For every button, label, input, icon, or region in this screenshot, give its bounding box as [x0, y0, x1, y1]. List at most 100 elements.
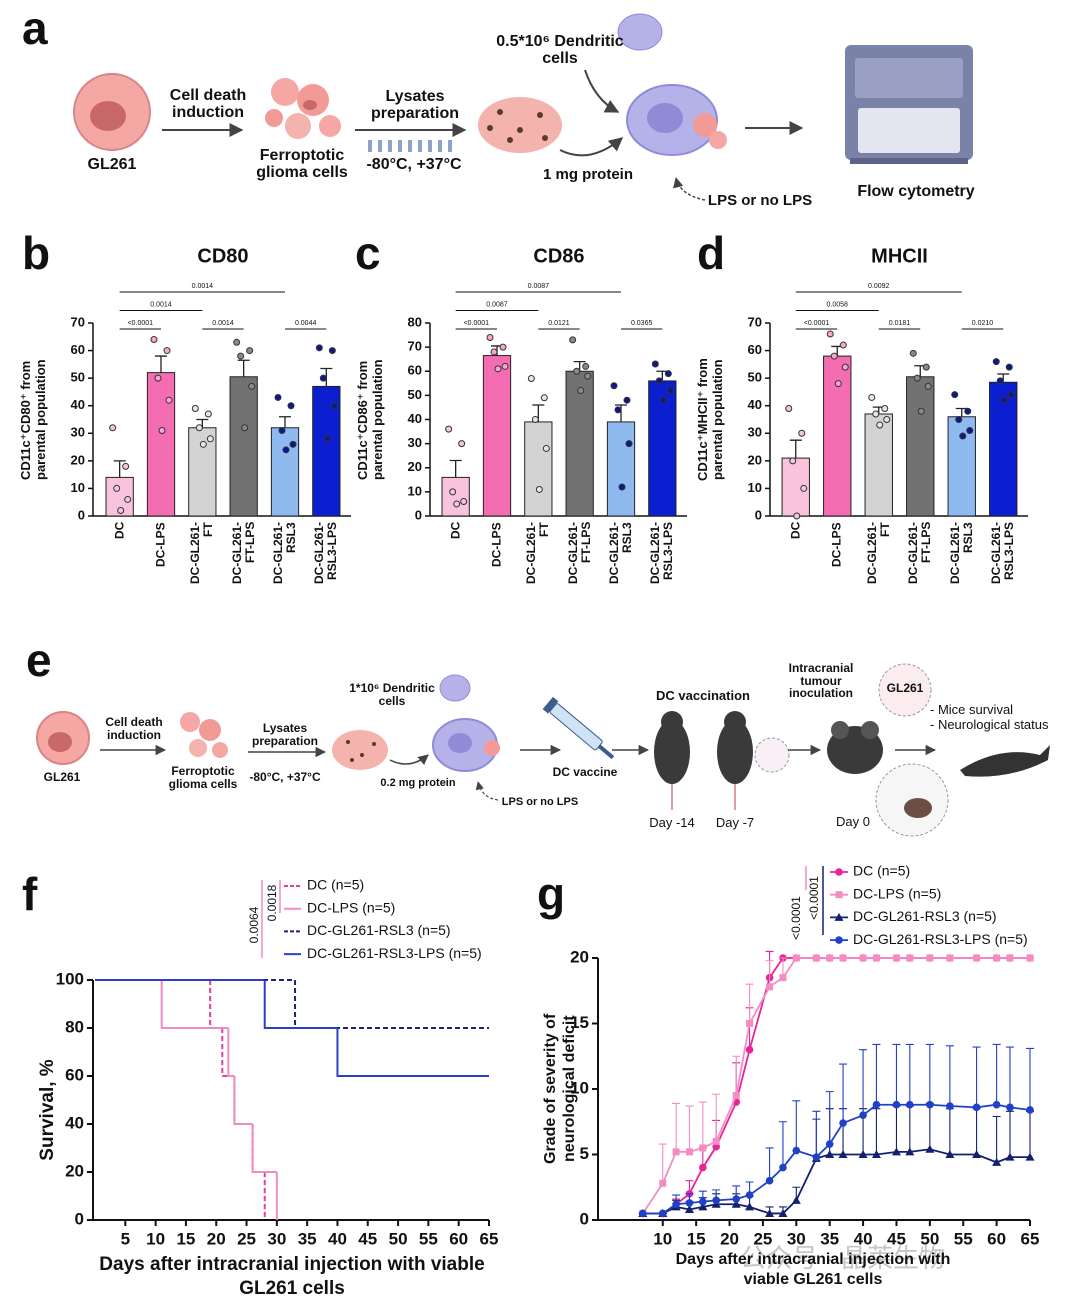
- legend-label: DC-GL261-RSL3 (n=5): [307, 922, 451, 938]
- data-point: [659, 396, 667, 404]
- x-tick-label: DC-GL261-FT-LPS: [565, 522, 593, 585]
- x-tick-label: DC: [788, 522, 803, 540]
- legend-label: DC-GL261-RSL3-LPS (n=5): [307, 945, 482, 961]
- data-marker: [858, 1150, 868, 1158]
- x-tick-label: 10: [653, 1229, 672, 1248]
- data-point: [666, 387, 674, 395]
- bar: [229, 376, 258, 517]
- y-tick-label: 10: [748, 480, 762, 495]
- y-tick-label: 0: [75, 1209, 84, 1228]
- error-bar: [1005, 1110, 1014, 1158]
- schematic-label: Lysates preparation: [251, 721, 318, 748]
- data-marker: [905, 1147, 915, 1156]
- data-marker: [659, 1179, 667, 1187]
- series-line: [641, 957, 1030, 1214]
- data-marker: [685, 1199, 694, 1207]
- data-point: [535, 485, 543, 493]
- legend-label: DC (n=5): [307, 877, 364, 893]
- error-bar: [792, 1100, 801, 1151]
- x-tick-label: DC-GL261-RSL3-LPS: [989, 522, 1017, 585]
- data-point: [248, 382, 256, 390]
- schematic-label: GL261: [886, 681, 924, 695]
- error-bar: [778, 1121, 787, 1168]
- schematic-label: Flow cytometry: [857, 183, 975, 200]
- x-tick-label: 55: [954, 1229, 973, 1248]
- y-tick-label: 30: [748, 425, 762, 440]
- data-marker: [712, 1137, 720, 1145]
- y-tick-label: 70: [748, 314, 762, 329]
- chart-title: MHCII: [871, 245, 928, 267]
- data-marker: [839, 954, 847, 962]
- error-bar: [658, 1143, 667, 1184]
- error-bar: [839, 1063, 848, 1124]
- p-value: 0.0014: [192, 283, 214, 290]
- data-marker: [765, 1208, 775, 1217]
- data-marker: [731, 1199, 741, 1208]
- data-point: [122, 462, 130, 470]
- data-marker: [791, 1195, 801, 1204]
- y-tick-label: 60: [71, 342, 85, 357]
- error-bar: [859, 1049, 868, 1116]
- y-axis-label: CD11c⁺MHCII⁺ from parental population: [695, 358, 725, 481]
- bar: [524, 421, 553, 517]
- data-marker: [1006, 1103, 1014, 1112]
- data-marker: [892, 954, 900, 962]
- error-bar: [992, 1115, 1001, 1163]
- error-bar: [698, 1101, 707, 1148]
- data-marker: [834, 912, 844, 921]
- schematic-label: Intracranial tumour inoculation: [788, 661, 854, 701]
- data-point: [883, 416, 891, 423]
- data-marker: [1025, 1152, 1035, 1161]
- data-point: [154, 374, 162, 382]
- data-point: [830, 352, 838, 360]
- x-tick-label: 35: [820, 1229, 839, 1248]
- data-marker: [658, 1209, 667, 1218]
- x-tick-label: DC-GL261-FT-LPS: [906, 522, 934, 585]
- data-point: [233, 338, 241, 346]
- x-tick-label: DC: [448, 522, 463, 540]
- bar: [441, 476, 470, 517]
- data-point: [278, 427, 286, 435]
- data-point: [655, 377, 663, 385]
- data-point: [163, 347, 171, 355]
- bar: [565, 370, 594, 517]
- data-point: [614, 406, 622, 414]
- data-point: [499, 343, 507, 351]
- p-value: 0.0014: [150, 301, 172, 308]
- data-point: [158, 427, 166, 435]
- data-marker: [732, 1092, 740, 1100]
- data-point: [651, 360, 659, 368]
- data-point: [494, 365, 502, 373]
- error-bar: [279, 416, 291, 428]
- data-point: [789, 457, 797, 465]
- p-value: 0.0121: [548, 320, 570, 327]
- survival-step: [251, 1124, 265, 1173]
- y-tick-label: 10: [408, 483, 422, 498]
- panel-letter: d: [697, 227, 725, 279]
- y-tick-label: 0: [755, 507, 762, 522]
- error-bar: [113, 460, 126, 478]
- x-tick-label: DC-GL261-FT: [188, 522, 216, 585]
- y-axis-label: CD11c⁺CD86⁺ from parental population: [355, 359, 385, 480]
- data-point: [582, 362, 590, 370]
- data-marker: [745, 1191, 754, 1199]
- error-bar: [685, 1105, 694, 1152]
- data-marker: [792, 954, 800, 962]
- y-axis-label: Survival, %: [37, 1059, 58, 1160]
- y-tick-label: 50: [408, 387, 422, 402]
- error-bar: [945, 1045, 954, 1107]
- x-tick-label: 60: [449, 1229, 468, 1248]
- data-point: [785, 404, 793, 412]
- survival-step: [233, 1076, 253, 1125]
- p-value: 0.0014: [212, 320, 234, 327]
- data-point: [573, 367, 581, 375]
- x-tick-label: 55: [419, 1229, 438, 1248]
- data-point: [996, 377, 1004, 385]
- data-point: [876, 421, 884, 429]
- x-tick-label: DC-GL261-FT: [864, 522, 892, 585]
- schematic-label: DC vaccine: [552, 765, 618, 779]
- schematic-label: GL261: [43, 770, 81, 784]
- x-tick-label: 45: [358, 1229, 377, 1248]
- p-value: 0.0210: [972, 320, 994, 327]
